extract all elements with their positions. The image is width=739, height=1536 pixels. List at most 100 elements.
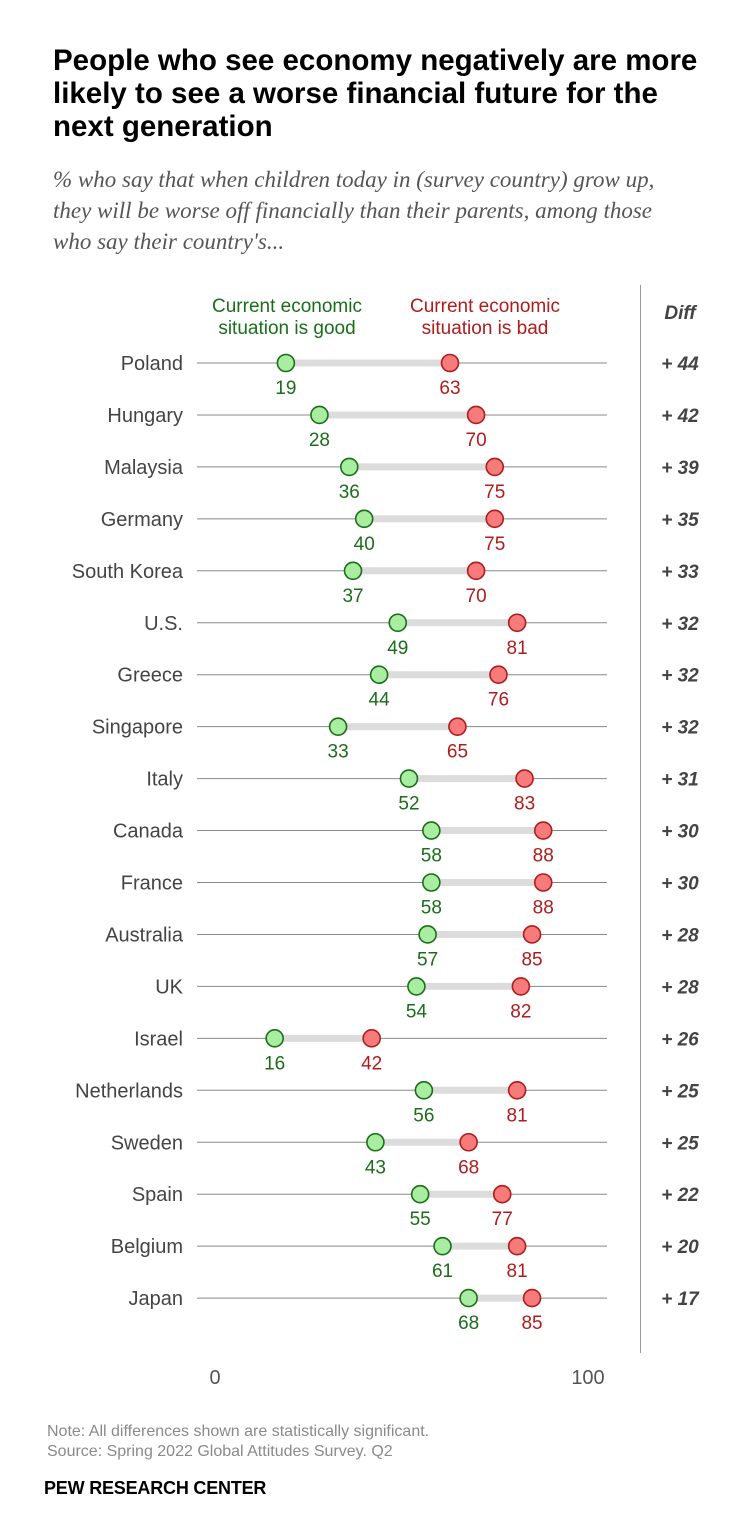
dot-bad xyxy=(466,405,486,425)
value-label-bad: 88 xyxy=(533,898,554,919)
legend-good: Current economic situation is good xyxy=(212,296,362,339)
dot-good xyxy=(276,353,296,373)
diff-value: + 35 xyxy=(661,510,699,531)
value-label-good: 68 xyxy=(458,1313,479,1334)
footer-notes: Note: All differences shown are statisti… xyxy=(47,1422,429,1462)
legend-bad: Current economic situation is bad xyxy=(410,296,560,339)
value-label-good: 58 xyxy=(421,898,442,919)
diff-value: + 32 xyxy=(661,666,699,687)
dot-bad xyxy=(533,821,553,840)
value-label-bad: 68 xyxy=(458,1157,479,1178)
value-label-bad: 77 xyxy=(492,1209,513,1230)
value-label-good: 61 xyxy=(432,1261,453,1282)
value-label-good: 44 xyxy=(369,690,391,711)
country-label: Spain xyxy=(132,1184,183,1206)
dot-bad xyxy=(511,977,531,996)
dot-bad xyxy=(362,1029,381,1048)
dot-good xyxy=(369,665,389,685)
country-label: Greece xyxy=(117,665,183,687)
country-label: Netherlands xyxy=(75,1080,183,1102)
diff-value: + 17 xyxy=(661,1289,700,1310)
dot-bad xyxy=(507,1236,527,1256)
country-label: Italy xyxy=(146,769,183,791)
value-label-good: 52 xyxy=(398,794,419,815)
diff-value: + 28 xyxy=(661,977,699,998)
country-label: Germany xyxy=(101,509,183,531)
value-label-bad: 85 xyxy=(521,1313,542,1334)
value-label-good: 43 xyxy=(365,1157,386,1178)
x-tick-label: 100 xyxy=(571,1367,604,1389)
dot-bad xyxy=(485,457,505,477)
value-label-bad: 65 xyxy=(447,742,468,763)
x-tick-label: 0 xyxy=(209,1367,220,1389)
chart-subtitle: % who say that when children today in (s… xyxy=(53,167,655,254)
value-label-bad: 85 xyxy=(521,949,542,970)
diff-column-divider xyxy=(640,285,641,1353)
country-label: Sweden xyxy=(111,1132,183,1154)
brand-logo-text: PEW RESEARCH CENTER xyxy=(44,1478,267,1498)
value-label-good: 55 xyxy=(410,1209,431,1230)
dot-bad xyxy=(507,613,527,633)
dot-good xyxy=(339,457,359,477)
value-label-bad: 82 xyxy=(510,1001,531,1022)
dot-good xyxy=(410,1184,430,1204)
value-label-good: 56 xyxy=(413,1105,434,1126)
diff-value: + 25 xyxy=(661,1081,699,1102)
dot-bad xyxy=(515,769,534,788)
value-label-bad: 88 xyxy=(533,846,554,867)
value-label-bad: 42 xyxy=(361,1053,382,1074)
dot-good xyxy=(354,509,374,529)
value-label-good: 58 xyxy=(421,846,442,867)
diff-value: + 26 xyxy=(661,1029,699,1050)
dot-good xyxy=(422,873,441,892)
country-label: Malaysia xyxy=(104,457,184,479)
value-label-good: 49 xyxy=(387,638,408,659)
diff-column-header: Diff xyxy=(664,303,696,324)
diff-value: + 39 xyxy=(661,458,699,479)
country-label: Poland xyxy=(121,353,183,375)
country-label: UK xyxy=(155,976,183,998)
dot-bad xyxy=(466,561,486,581)
value-label-good: 40 xyxy=(354,534,375,555)
diff-value: + 42 xyxy=(661,406,699,427)
dot-bad xyxy=(533,873,553,892)
dot-bad xyxy=(492,1184,512,1204)
country-label: Singapore xyxy=(92,717,183,739)
diff-value: + 30 xyxy=(661,874,699,895)
value-label-bad: 75 xyxy=(484,534,505,555)
value-label-good: 36 xyxy=(339,482,360,503)
diff-value: + 44 xyxy=(661,354,699,375)
diff-value: + 31 xyxy=(661,770,699,791)
dot-good xyxy=(343,561,363,581)
value-label-bad: 81 xyxy=(507,1105,528,1126)
chart-title: People who see economy negatively are mo… xyxy=(53,44,698,143)
dot-good xyxy=(414,1081,434,1100)
dot-good xyxy=(418,925,437,944)
value-label-bad: 81 xyxy=(507,638,528,659)
dot-good xyxy=(328,717,348,736)
country-label: Australia xyxy=(105,924,184,946)
diff-value: + 32 xyxy=(661,614,699,635)
country-label: France xyxy=(121,873,183,895)
country-label: Hungary xyxy=(107,405,183,427)
dot-plot-chart: Poland 19 63 + 44 Hungary 28 70 + 42 Malaysia 36 7… xyxy=(72,353,700,1389)
diff-value: + 28 xyxy=(661,925,699,946)
value-label-good: 33 xyxy=(328,742,349,763)
value-label-good: 28 xyxy=(309,430,330,451)
value-label-good: 57 xyxy=(417,949,438,970)
dot-good xyxy=(366,1132,385,1152)
value-label-good: 19 xyxy=(275,378,296,399)
diff-value: + 30 xyxy=(661,822,699,843)
country-label: Canada xyxy=(113,821,184,843)
dot-good xyxy=(265,1029,284,1048)
diff-value: + 32 xyxy=(661,718,699,739)
value-label-bad: 70 xyxy=(466,430,487,451)
dot-good xyxy=(399,769,419,788)
value-label-good: 54 xyxy=(406,1001,428,1022)
value-label-bad: 83 xyxy=(514,794,535,815)
note-text: Note: All differences shown are statisti… xyxy=(47,1423,430,1440)
value-label-bad: 63 xyxy=(439,378,460,399)
dot-bad xyxy=(485,509,505,529)
value-label-bad: 70 xyxy=(466,586,487,607)
country-label: U.S. xyxy=(144,613,183,635)
